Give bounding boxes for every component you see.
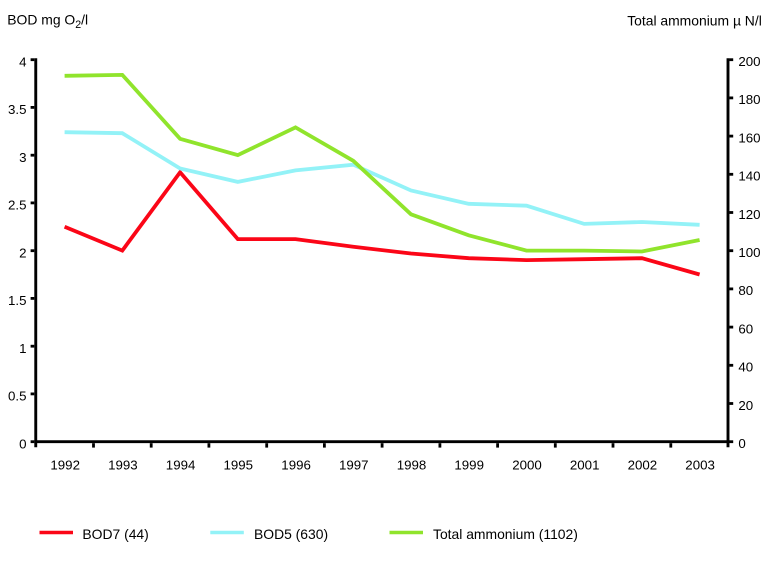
svg-text:20: 20: [738, 398, 753, 413]
svg-text:Total ammonium (1102): Total ammonium (1102): [433, 526, 578, 542]
svg-text:0.5: 0.5: [8, 389, 27, 404]
svg-text:Total ammonium µ N/l: Total ammonium µ N/l: [627, 12, 762, 28]
svg-text:2: 2: [19, 245, 26, 260]
svg-text:160: 160: [738, 130, 760, 145]
svg-text:1993: 1993: [108, 457, 138, 472]
svg-text:60: 60: [738, 321, 753, 336]
svg-text:100: 100: [738, 245, 760, 260]
svg-text:3.5: 3.5: [8, 102, 27, 117]
svg-text:2000: 2000: [512, 457, 542, 472]
svg-text:1995: 1995: [224, 457, 254, 472]
svg-text:2002: 2002: [628, 457, 658, 472]
svg-text:1.5: 1.5: [8, 293, 27, 308]
svg-text:200: 200: [738, 54, 760, 69]
svg-text:4: 4: [19, 54, 26, 69]
svg-text:40: 40: [738, 360, 753, 375]
svg-text:3: 3: [19, 150, 26, 165]
svg-text:120: 120: [738, 207, 760, 222]
svg-text:2001: 2001: [570, 457, 600, 472]
svg-text:1: 1: [19, 341, 26, 356]
svg-text:1994: 1994: [166, 457, 196, 472]
svg-text:180: 180: [738, 92, 760, 107]
svg-text:1997: 1997: [339, 457, 369, 472]
svg-text:BOD7 (44): BOD7 (44): [82, 526, 148, 542]
svg-text:0: 0: [738, 436, 745, 451]
svg-text:140: 140: [738, 169, 760, 184]
svg-text:1996: 1996: [281, 457, 311, 472]
svg-text:BOD5 (630): BOD5 (630): [254, 526, 328, 542]
svg-text:1992: 1992: [50, 457, 80, 472]
svg-text:1999: 1999: [454, 457, 484, 472]
svg-text:2.5: 2.5: [8, 198, 27, 213]
svg-text:2003: 2003: [685, 457, 715, 472]
svg-text:80: 80: [738, 283, 753, 298]
svg-text:0: 0: [19, 436, 26, 451]
svg-text:1998: 1998: [397, 457, 427, 472]
svg-text:BOD mg O2/l: BOD mg O2/l: [7, 12, 88, 31]
